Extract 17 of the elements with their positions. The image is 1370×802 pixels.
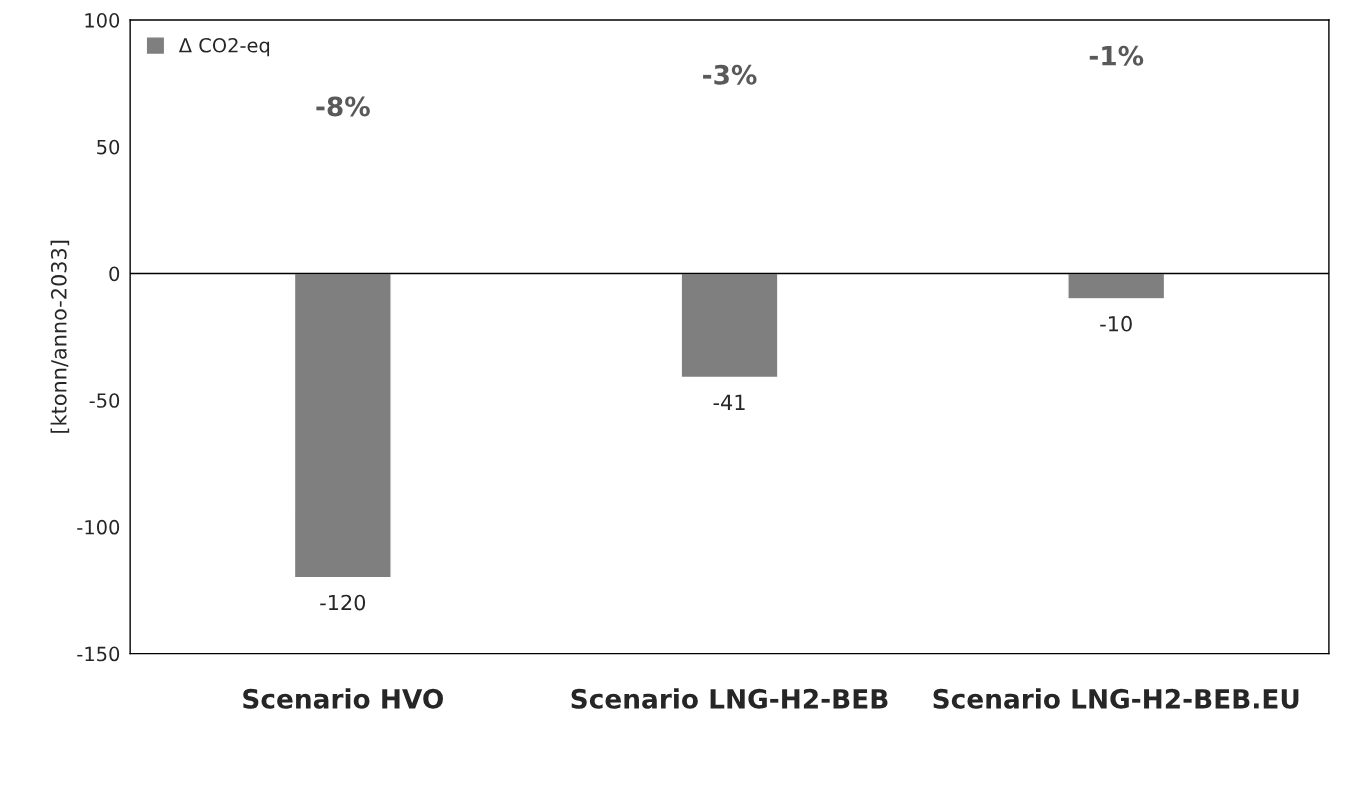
y-tick-label: -150 [77, 646, 120, 662]
y-tick-label: 50 [97, 139, 120, 155]
y-tick-label: -100 [77, 519, 120, 535]
y-axis-title: [ktonn/anno-2033] [50, 240, 70, 433]
data-label: -10 [1100, 315, 1132, 332]
legend-label: Δ CO2-eq [178, 37, 270, 57]
data-label: -41 [713, 394, 745, 410]
x-tick-label: Scenario LNG-H2-BEB [571, 688, 888, 709]
annotation: -1% [1089, 45, 1144, 66]
annotation: -8% [316, 96, 370, 117]
x-tick-label: Scenario LNG-H2-BEB.EU [933, 688, 1299, 709]
x-tick-label: Scenario HVO [243, 688, 443, 709]
y-tick-label: 0 [109, 266, 120, 282]
data-label: -120 [320, 594, 366, 611]
y-tick-label: -50 [89, 393, 120, 408]
y-tick-label: 100 [85, 13, 120, 28]
annotation: -3% [703, 64, 757, 85]
